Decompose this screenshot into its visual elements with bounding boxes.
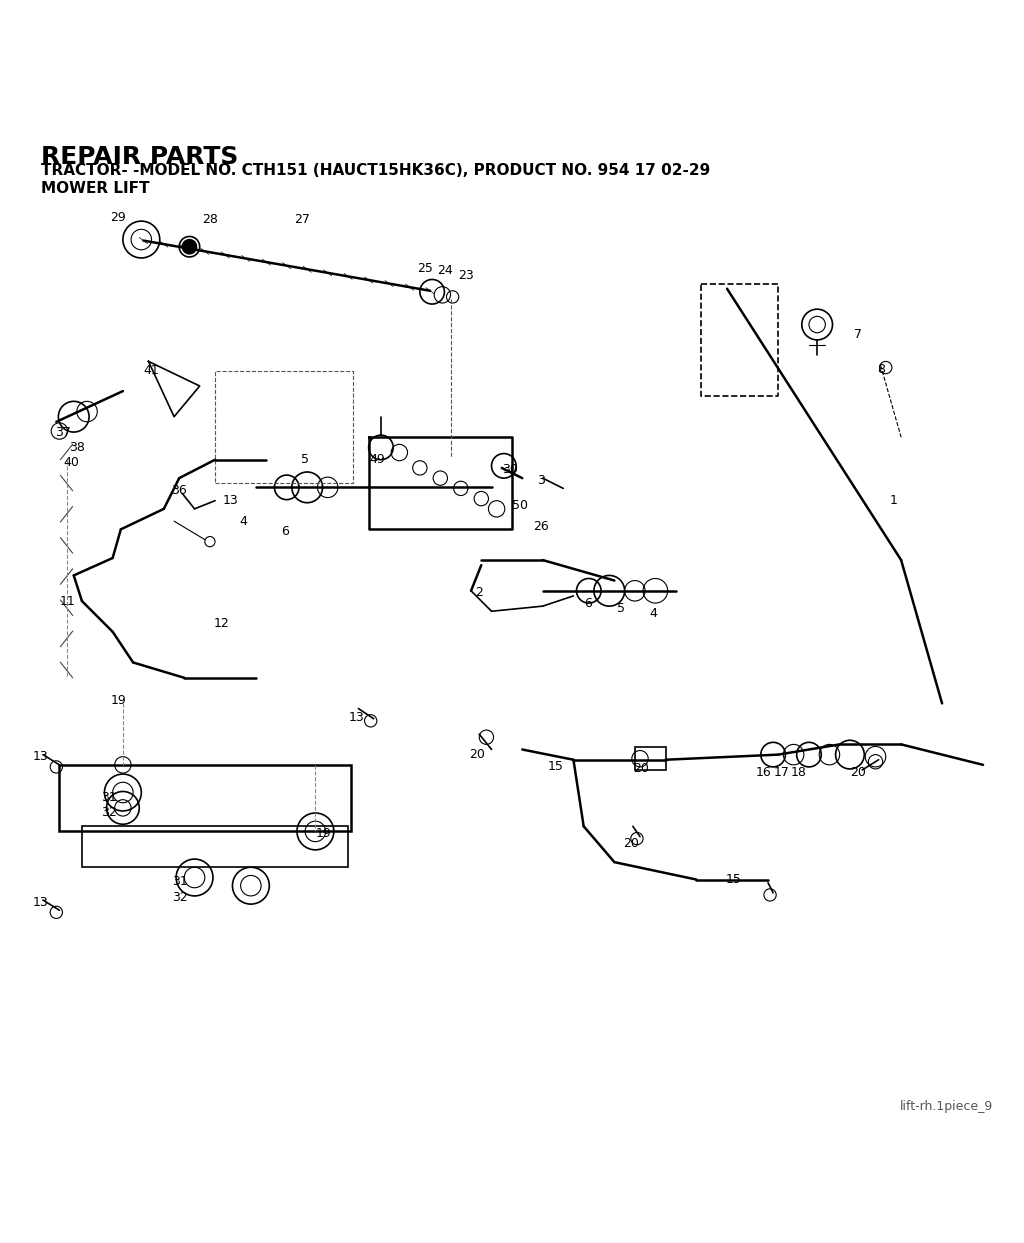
Text: 28: 28: [202, 213, 218, 225]
Text: 4: 4: [649, 607, 657, 620]
Text: lift-rh.1piece_9: lift-rh.1piece_9: [900, 1100, 993, 1112]
Text: 29: 29: [110, 210, 126, 224]
Text: MOWER LIFT: MOWER LIFT: [41, 181, 150, 196]
Text: 32: 32: [172, 891, 188, 905]
Text: REPAIR PARTS: REPAIR PARTS: [41, 145, 239, 169]
Text: 23: 23: [458, 268, 474, 282]
Text: 13: 13: [222, 495, 239, 507]
Text: 20: 20: [623, 838, 639, 850]
Text: 15: 15: [725, 873, 741, 886]
Text: 4: 4: [240, 515, 248, 527]
Text: 38: 38: [69, 441, 85, 454]
Text: 50: 50: [512, 500, 528, 512]
Text: 25: 25: [417, 262, 433, 275]
Bar: [82, 827, 348, 868]
Text: 49: 49: [369, 454, 385, 466]
Text: 30: 30: [502, 464, 518, 476]
Text: 5: 5: [616, 602, 625, 615]
Text: TRACTOR- -MODEL NO. CTH151 (HAUCT15HK36C), PRODUCT NO. 954 17 02-29: TRACTOR- -MODEL NO. CTH151 (HAUCT15HK36C…: [41, 163, 711, 178]
Text: 20: 20: [633, 762, 649, 776]
Text: 36: 36: [171, 484, 187, 497]
Text: 13: 13: [348, 711, 365, 725]
Text: 17: 17: [773, 766, 790, 778]
Text: 24: 24: [437, 264, 454, 277]
Text: 40: 40: [63, 456, 80, 470]
Text: 12: 12: [213, 617, 229, 630]
Text: 11: 11: [59, 594, 76, 608]
Text: 5: 5: [301, 454, 309, 466]
Text: 31: 31: [100, 791, 117, 804]
Text: 19: 19: [111, 694, 127, 707]
Text: 18: 18: [791, 766, 807, 778]
Text: 20: 20: [469, 748, 485, 761]
Text: 15: 15: [548, 761, 564, 773]
Circle shape: [182, 240, 197, 254]
Text: 6: 6: [584, 597, 592, 609]
Text: 3: 3: [537, 474, 545, 487]
Text: 7: 7: [854, 328, 862, 342]
Text: 31: 31: [172, 875, 188, 888]
Text: 2: 2: [475, 587, 483, 599]
Text: 6: 6: [281, 525, 289, 538]
Text: 13: 13: [33, 895, 49, 909]
Text: 41: 41: [143, 364, 160, 377]
Text: 13: 13: [33, 751, 49, 763]
Text: 8: 8: [877, 363, 885, 377]
Text: 1: 1: [890, 495, 898, 507]
Text: 20: 20: [850, 766, 866, 778]
Bar: [635, 747, 666, 769]
Text: 19: 19: [315, 827, 332, 840]
Text: 32: 32: [100, 807, 117, 819]
Bar: [215, 370, 353, 484]
Text: 26: 26: [532, 520, 549, 533]
Text: 16: 16: [756, 766, 772, 778]
Text: 37: 37: [55, 425, 72, 439]
Bar: [59, 764, 351, 832]
Text: 27: 27: [294, 213, 310, 225]
